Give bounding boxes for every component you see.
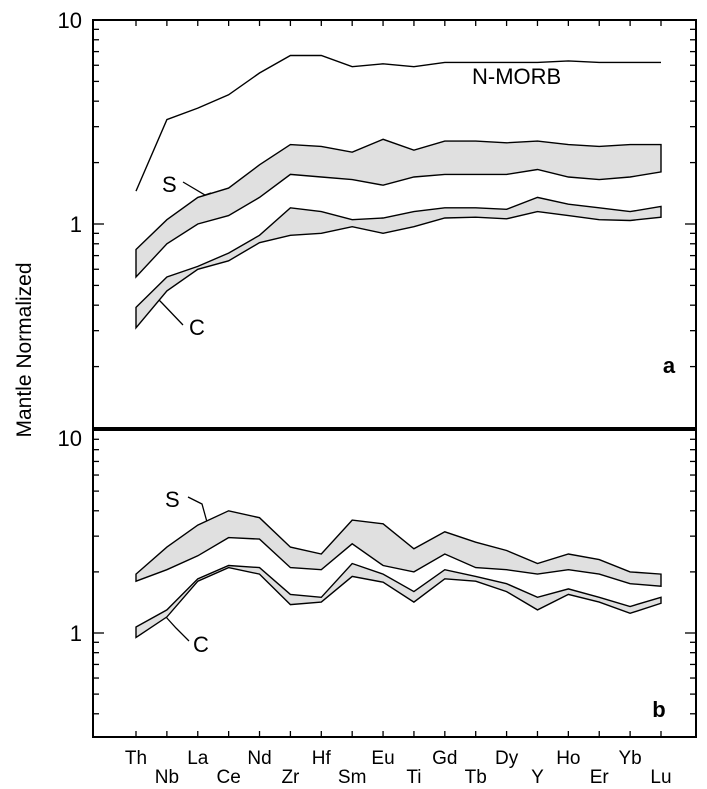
panel-b-c-leader	[165, 616, 190, 642]
panel-a-s-label: S	[162, 172, 177, 197]
panel-a-label: a	[663, 353, 676, 378]
xtick-label-dy: Dy	[495, 748, 519, 769]
panel-b-ytick-10: 10	[58, 426, 82, 451]
panel-a-c-label: C	[189, 315, 205, 340]
panel-a-ytick-10: 10	[58, 8, 82, 33]
y-axis-title: Mantle Normalized	[13, 262, 36, 437]
xtick-label-ho: Ho	[556, 748, 580, 769]
panel-a-band-c	[135, 196, 662, 330]
tick-layer	[93, 19, 696, 737]
xtick-label-la: La	[187, 748, 209, 769]
panel-b-ytick-1: 1	[70, 621, 82, 646]
xtick-label-nb: Nb	[155, 767, 179, 788]
panel-b-s-leader	[187, 496, 208, 523]
panel-b-c-label: C	[193, 632, 209, 657]
xtick-label-eu: Eu	[371, 748, 394, 769]
panel-a-c-leader	[155, 296, 184, 326]
xtick-label-zr: Zr	[281, 767, 300, 788]
xtick-label-sm: Sm	[338, 767, 367, 788]
xtick-label-lu: Lu	[650, 767, 671, 788]
nmorb-label: N-MORB	[472, 64, 561, 89]
xtick-label-nd: Nd	[247, 748, 271, 769]
xtick-label-hf: Hf	[312, 748, 332, 769]
xtick-label-th: Th	[125, 748, 147, 769]
xtick-label-y: Y	[531, 767, 544, 788]
panel-b-frame	[92, 429, 697, 738]
panel-a-band-s	[135, 138, 662, 279]
panel-b-band-s	[135, 510, 662, 587]
panel-b-label: b	[652, 697, 665, 722]
xtick-label-gd: Gd	[432, 748, 457, 769]
xtick-label-er: Er	[590, 767, 610, 788]
xtick-label-ti: Ti	[406, 767, 421, 788]
xtick-label-yb: Yb	[618, 748, 641, 769]
panel-a-s-leader	[182, 181, 212, 196]
panel-a-ytick-1: 1	[70, 212, 82, 237]
panel-a-line-n-morb	[135, 54, 661, 192]
xtick-label-tb: Tb	[465, 767, 487, 788]
panel-b-band-c	[135, 562, 662, 639]
panel-b-s-label: S	[165, 487, 180, 512]
plot-layer	[135, 54, 662, 639]
xtick-label-ce: Ce	[216, 767, 240, 788]
